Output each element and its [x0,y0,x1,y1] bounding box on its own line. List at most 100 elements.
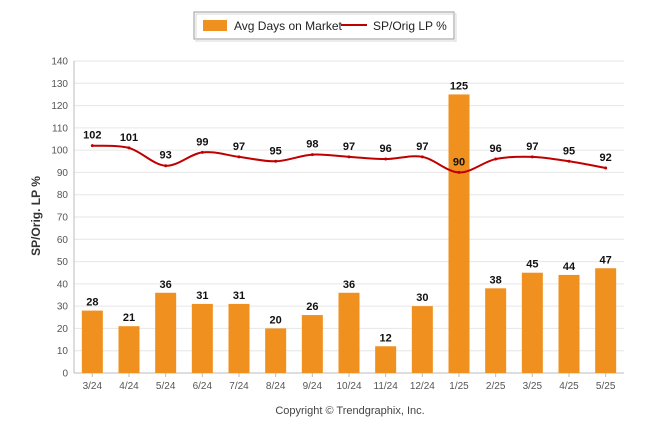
y-tick-label: 80 [57,190,69,201]
line-value-label: 97 [233,141,245,153]
bar-value-label: 125 [450,80,468,92]
line-point [274,159,278,163]
line-value-label: 102 [83,130,101,142]
line-value-label: 97 [526,141,538,153]
bar [521,272,543,373]
axes: 0 10 20 30 40 50 60 70 80 90 100 110 120 130 140 3/24 4/… [51,57,624,392]
bar [338,292,360,373]
line-point [384,157,388,161]
x-tick-label: 11/24 [374,381,399,392]
line-point [604,166,608,170]
bar [375,346,397,373]
y-axis-title: SP/Orig. LP % [29,176,43,256]
bar-value-label: 31 [196,290,208,302]
line-point [347,155,351,159]
line-point [90,144,94,148]
y-tick-label: 120 [51,101,68,112]
bar-value-label: 30 [416,292,428,304]
bar [485,288,507,373]
x-tick-label: 7/24 [229,381,249,392]
bar-value-label: 38 [490,274,502,286]
bar [81,310,103,373]
y-tick-label: 10 [57,346,69,357]
y-tick-label: 140 [51,57,68,68]
bar-value-label: 36 [160,279,172,291]
bar [448,94,470,373]
bar [301,315,323,373]
bar-value-label: 21 [123,312,135,324]
copyright-text: Copyright © Trendgraphix, Inc. [275,405,424,417]
line-value-label: 98 [306,139,318,151]
x-tick-label: 3/25 [523,381,543,392]
y-tick-label: 110 [52,123,68,134]
bar-series [81,94,617,373]
bar-value-label: 26 [306,301,318,313]
bar-value-label: 45 [526,259,538,271]
bar-value-label: 28 [86,297,98,309]
bar-value-label: 31 [233,290,245,302]
y-tick-label: 100 [51,146,68,157]
bar-value-label: 47 [600,254,612,266]
line-value-label: 101 [120,132,138,144]
x-tick-label: 5/24 [156,381,176,392]
bar [118,326,140,373]
x-tick-label: 5/25 [596,381,616,392]
y-tick-label: 90 [57,168,69,179]
line-point [164,164,168,168]
x-tick-label: 10/24 [336,381,361,392]
bar [191,303,213,373]
bar-value-label: 36 [343,279,355,291]
y-tick-label: 0 [62,369,68,380]
y-tick-label: 70 [57,213,69,224]
line-point [494,157,498,161]
line-value-label: 90 [453,156,465,168]
x-tick-label: 9/24 [303,381,323,392]
line-value-label: 95 [563,145,575,157]
y-tick-label: 130 [51,79,68,90]
x-tick-label: 8/24 [266,381,286,392]
line-point [200,150,204,154]
line-value-label: 97 [343,141,355,153]
bar-value-label: 20 [270,314,282,326]
bar [265,328,287,373]
y-tick-label: 20 [57,324,69,335]
bar [595,268,617,373]
bar-value-label: 44 [563,261,576,273]
line-point [237,155,241,159]
line-value-label: 97 [416,141,428,153]
legend-line-label: SP/Orig LP % [373,19,447,33]
y-tick-label: 30 [57,302,69,313]
bar [558,274,580,373]
y-tick-label: 50 [57,257,69,268]
x-tick-label: 2/25 [486,381,506,392]
line-point [420,155,424,159]
y-tick-label: 60 [57,235,69,246]
line-point [567,159,571,163]
line-value-label: 99 [196,136,208,148]
line-point [457,170,461,174]
bar [228,303,250,373]
line-point [310,153,314,157]
data-labels: 28 21 36 31 31 20 26 36 12 30 125 38 45 44 47 102 101 93 9… [83,80,612,344]
x-tick-label: 12/24 [410,381,435,392]
line-value-label: 95 [270,145,282,157]
legend-bar-swatch [203,20,227,31]
bar-value-label: 12 [380,332,392,344]
x-tick-label: 4/25 [559,381,579,392]
x-tick-label: 1/25 [449,381,469,392]
line-point [530,155,534,159]
legend: Avg Days on Market SP/Orig LP % [193,11,457,42]
legend-bar-label: Avg Days on Market [234,19,342,33]
bar [411,306,433,373]
line-series [90,144,608,174]
x-tick-label: 6/24 [193,381,213,392]
line-value-label: 96 [490,143,502,155]
line-value-label: 92 [600,152,612,164]
y-tick-label: 40 [57,279,69,290]
line-value-label: 96 [380,143,392,155]
bar [155,292,177,373]
line-point [127,146,131,150]
line-value-label: 93 [160,150,172,162]
